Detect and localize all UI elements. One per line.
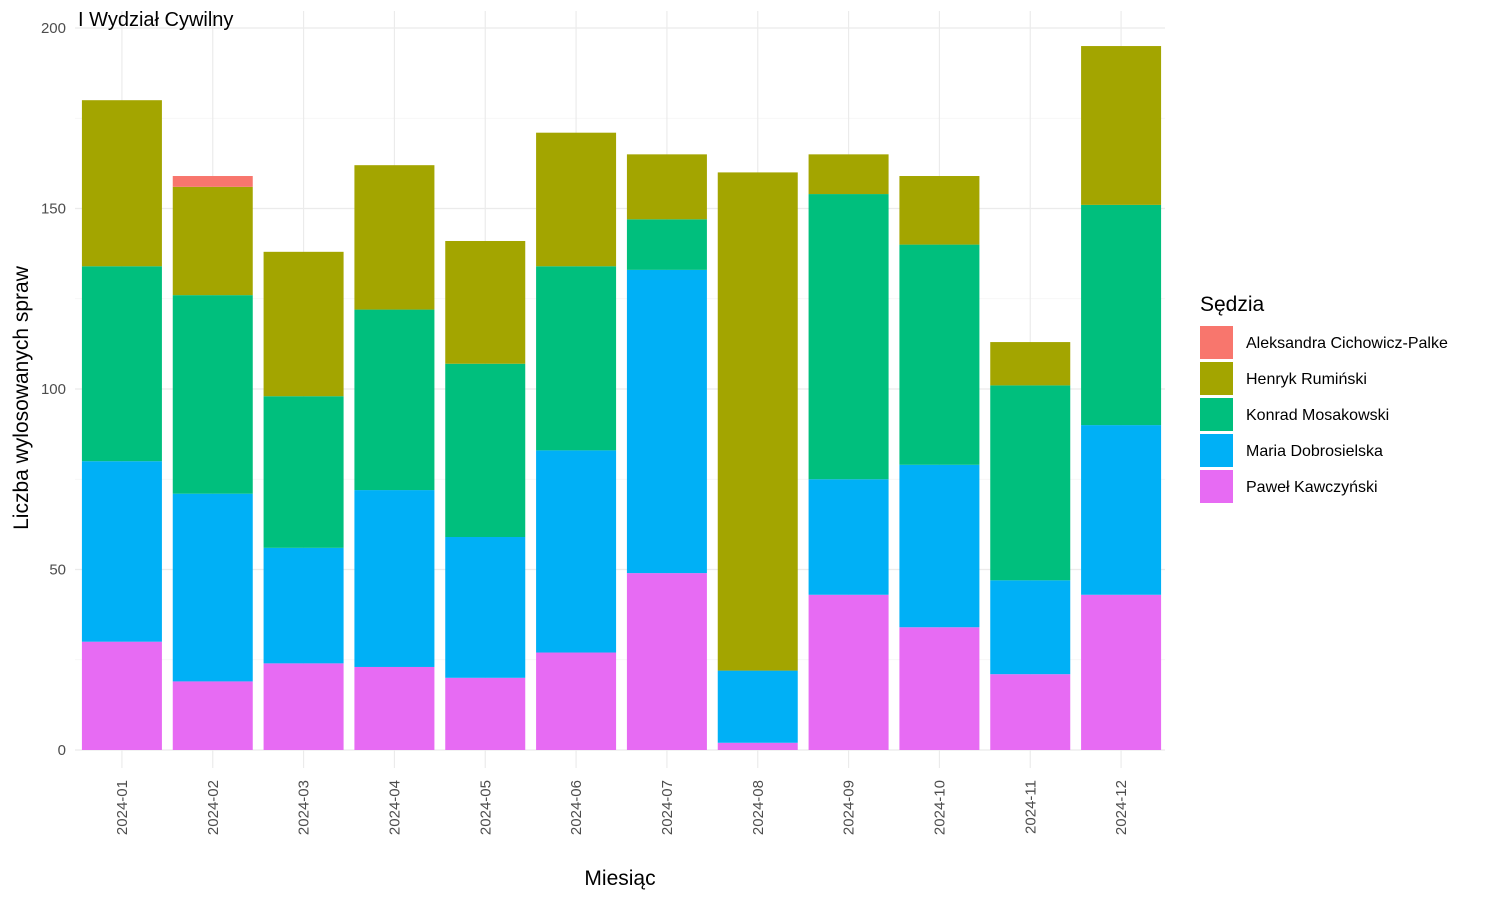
legend-swatch: [1200, 362, 1233, 395]
bar-segment: [81, 266, 162, 462]
bar-segment: [81, 461, 162, 642]
legend-swatch: [1200, 470, 1233, 503]
bars: [81, 46, 1162, 750]
bar-segment: [172, 681, 253, 750]
bar-segment: [445, 363, 526, 538]
bar-segment: [263, 663, 344, 750]
bar-segment: [445, 677, 526, 750]
legend-swatch: [1200, 434, 1233, 467]
x-tick-label: 2024-05: [477, 780, 494, 835]
bar-segment: [808, 154, 889, 195]
bar-segment: [445, 537, 526, 678]
bar-segment: [626, 154, 707, 220]
x-tick-label: 2024-11: [1022, 780, 1039, 834]
bar-segment: [990, 674, 1071, 750]
bar-segment: [1081, 46, 1162, 205]
legend-title: Sędzia: [1200, 293, 1265, 316]
x-tick-label: 2024-01: [114, 780, 131, 835]
y-tick-label: 0: [58, 742, 66, 759]
bar-segment: [536, 652, 617, 750]
bar-segment: [808, 594, 889, 750]
legend-swatch: [1200, 326, 1233, 359]
bar-segment: [354, 309, 435, 491]
bar-segment: [354, 490, 435, 667]
x-axis-title: Miesiąc: [584, 867, 655, 890]
bar-segment: [263, 396, 344, 548]
y-axis-title: Liczba wylosowanych spraw: [10, 265, 33, 530]
bar-segment: [172, 186, 253, 296]
bar-segment: [808, 194, 889, 480]
bar-segment: [1081, 425, 1162, 595]
bar-segment: [1081, 204, 1162, 426]
bar-segment: [263, 251, 344, 397]
chart-title: I Wydział Cywilny: [78, 9, 233, 31]
bar-segment: [536, 450, 617, 653]
x-tick-label: 2024-02: [205, 780, 222, 835]
legend-label: Paweł Kawczyński: [1246, 479, 1378, 496]
bar-segment: [626, 269, 707, 574]
y-tick-label: 100: [41, 381, 66, 398]
bar-segment: [536, 132, 617, 267]
x-tick-label: 2024-06: [568, 780, 585, 835]
legend: Sędzia Aleksandra Cichowicz-Palke Henryk …: [1200, 293, 1448, 503]
x-tick-label: 2024-03: [296, 780, 313, 835]
bar-segment: [626, 219, 707, 270]
legend-label: Konrad Mosakowski: [1246, 407, 1389, 424]
y-tick-label: 200: [41, 20, 66, 37]
x-tick-label: 2024-04: [386, 780, 403, 835]
y-tick-label: 150: [41, 201, 66, 218]
bar-segment: [445, 240, 526, 364]
bar-segment: [899, 627, 980, 750]
y-axis-ticks: 0 50 100 150 200: [41, 20, 66, 759]
x-tick-label: 2024-08: [750, 780, 767, 835]
legend-label: Aleksandra Cichowicz-Palke: [1246, 335, 1448, 352]
x-tick-label: 2024-09: [841, 780, 858, 835]
bar-segment: [172, 493, 253, 682]
bar-segment: [263, 547, 344, 664]
bar-segment: [899, 464, 980, 628]
bar-segment: [81, 100, 162, 267]
bar-segment: [899, 176, 980, 245]
legend-label: Henryk Rumiński: [1246, 371, 1367, 388]
y-tick-label: 50: [49, 562, 66, 579]
bar-segment: [990, 342, 1071, 386]
bar-segment: [536, 266, 617, 451]
bar-segment: [717, 172, 798, 671]
bar-segment: [354, 666, 435, 750]
x-axis-ticks: 2024-01 2024-02 2024-03 2024-04 2024-05 2024-…: [114, 780, 1130, 835]
x-tick-label: 2024-07: [659, 780, 676, 835]
bar-segment: [172, 176, 253, 187]
bar-segment: [717, 670, 798, 743]
bar-segment: [717, 742, 798, 750]
x-tick-label: 2024-10: [931, 780, 948, 835]
bar-segment: [808, 479, 889, 595]
x-tick-label: 2024-12: [1113, 780, 1130, 835]
bar-segment: [990, 580, 1071, 675]
bar-segment: [354, 165, 435, 310]
bar-segment: [990, 385, 1071, 581]
bar-segment: [172, 295, 253, 494]
bar-segment: [81, 641, 162, 750]
bar-segment: [1081, 594, 1162, 750]
bar-segment: [899, 244, 980, 465]
legend-label: Maria Dobrosielska: [1246, 443, 1383, 460]
bar-segment: [626, 573, 707, 750]
legend-swatch: [1200, 398, 1233, 431]
